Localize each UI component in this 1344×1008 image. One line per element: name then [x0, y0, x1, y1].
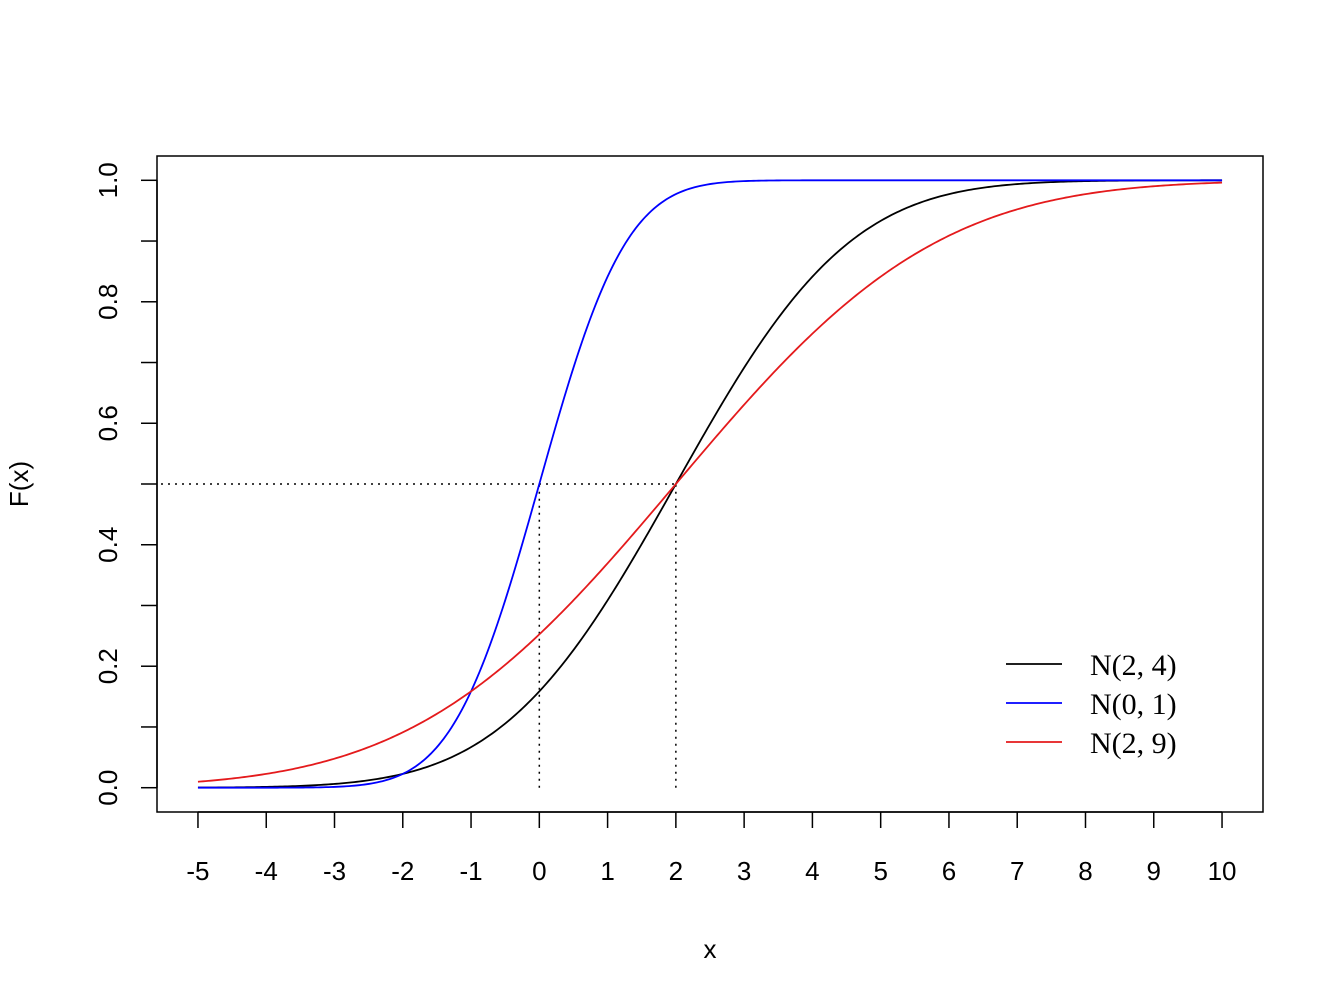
y-tick-label: 0.2 [93, 648, 123, 684]
x-axis: -5 -4 -3 -2 -1 0 1 2 3 4 5 6 7 8 9 10 [186, 811, 1237, 886]
x-tick-label: -4 [255, 856, 278, 886]
x-tick-label: 7 [1010, 856, 1024, 886]
legend: N(2, 4) N(0, 1) N(2, 9) [1006, 649, 1177, 760]
x-tick-label: -2 [391, 856, 414, 886]
y-axis-title: F(x) [4, 461, 34, 507]
y-tick-label: 0.6 [93, 405, 123, 441]
series-line-1 [197, 179, 1223, 789]
series-line-3 [197, 181, 1223, 783]
reference-lines [161, 483, 677, 788]
x-tick-label: 10 [1208, 856, 1237, 886]
x-tick-label: 4 [805, 856, 819, 886]
x-tick-label: 3 [737, 856, 751, 886]
y-tick-label: 0.0 [93, 770, 123, 806]
legend-label-1: N(2, 4) [1090, 649, 1177, 682]
y-axis: 0.0 0.2 0.4 0.6 0.8 1.0 [93, 162, 158, 806]
x-tick-label: 8 [1078, 856, 1092, 886]
series-line-2 [197, 179, 1223, 789]
x-tick-label: -1 [459, 856, 482, 886]
x-tick-label: 6 [942, 856, 956, 886]
x-tick-label: 1 [600, 856, 614, 886]
x-tick-label: 2 [669, 856, 683, 886]
series-lines [197, 179, 1223, 789]
y-tick-label: 1.0 [93, 162, 123, 198]
x-tick-label: 0 [532, 856, 546, 886]
x-tick-label: -3 [323, 856, 346, 886]
y-tick-label: 0.8 [93, 284, 123, 320]
legend-label-2: N(0, 1) [1090, 688, 1177, 721]
x-tick-label: 9 [1147, 856, 1161, 886]
x-axis-title: x [704, 934, 717, 964]
x-tick-label: -5 [186, 856, 209, 886]
y-tick-label: 0.4 [93, 527, 123, 563]
legend-label-3: N(2, 9) [1090, 727, 1177, 760]
x-tick-label: 5 [873, 856, 887, 886]
